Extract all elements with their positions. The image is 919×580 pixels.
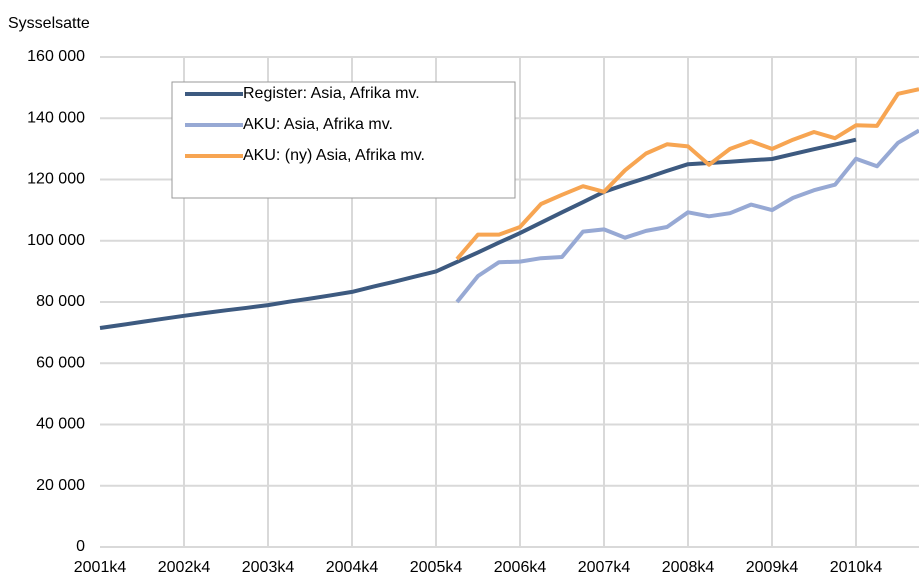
y-axis-label: Sysselsatte [8, 15, 90, 32]
legend-label: AKU: (ny) Asia, Afrika mv. [243, 147, 425, 164]
x-tick-label: 2006k4 [494, 559, 547, 576]
x-tick-label: 2005k4 [410, 559, 463, 576]
x-tick-label: 2010k4 [830, 559, 883, 576]
series-line [455, 128, 919, 304]
series-line [99, 137, 857, 330]
x-tick-label: 2009k4 [746, 559, 799, 576]
y-tick-label: 0 [76, 538, 85, 555]
legend-box [171, 81, 516, 199]
y-tick-label: 100 000 [27, 232, 85, 249]
x-tick-label: 2001k4 [74, 559, 127, 576]
x-tick-label: 2003k4 [242, 559, 295, 576]
x-tick-label: 2002k4 [158, 559, 211, 576]
y-tick-label: 140 000 [27, 109, 85, 126]
y-tick-label: 20 000 [36, 477, 85, 494]
legend-label: AKU: Asia, Afrika mv. [243, 116, 393, 133]
y-tick-label: 80 000 [36, 293, 85, 310]
x-tick-label: 2004k4 [326, 559, 379, 576]
series-line [455, 87, 919, 261]
y-tick-label: 120 000 [27, 171, 85, 188]
y-tick-label: 60 000 [36, 354, 85, 371]
y-tick-label: 160 000 [27, 48, 85, 65]
x-tick-label: 2007k4 [578, 559, 631, 576]
x-tick-label: 2008k4 [662, 559, 715, 576]
y-tick-label: 40 000 [36, 416, 85, 433]
legend-label: Register: Asia, Afrika mv. [243, 85, 420, 102]
